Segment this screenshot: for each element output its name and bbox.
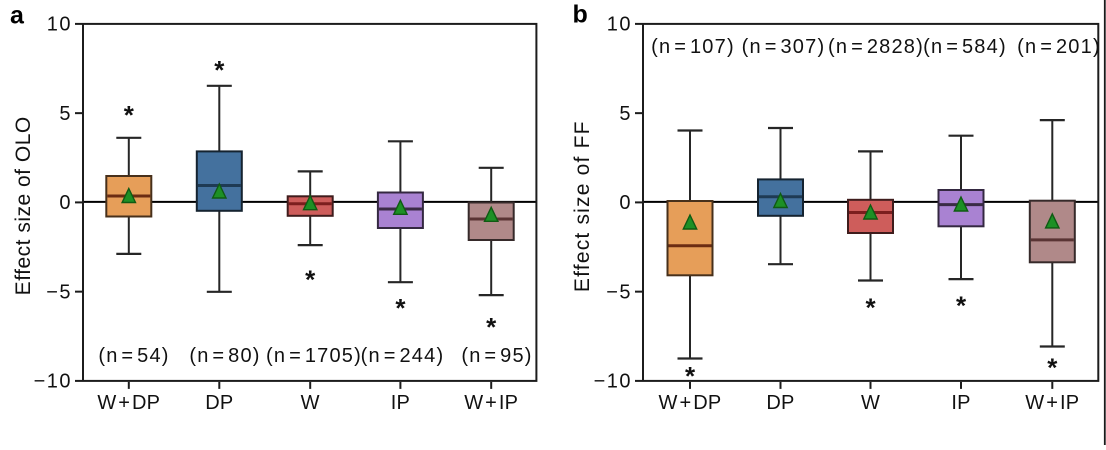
svg-text:W + IP: W + IP bbox=[1025, 392, 1079, 414]
svg-text:(n = 2828): (n = 2828) bbox=[828, 36, 924, 58]
svg-text:DP: DP bbox=[205, 392, 233, 414]
svg-text:0: 0 bbox=[619, 192, 632, 214]
svg-text:*: * bbox=[124, 100, 135, 130]
svg-text:IP: IP bbox=[391, 392, 410, 414]
svg-text:(n = 584): (n = 584) bbox=[923, 36, 1007, 58]
svg-text:DP: DP bbox=[766, 392, 794, 414]
svg-text:5: 5 bbox=[619, 103, 632, 125]
svg-text:*: * bbox=[305, 265, 316, 295]
svg-text:b: b bbox=[573, 0, 588, 28]
svg-text:(n = 95): (n = 95) bbox=[461, 345, 532, 367]
svg-text:*: * bbox=[685, 361, 696, 391]
svg-text:(n = 1705): (n = 1705) bbox=[266, 345, 362, 367]
svg-text:(n = 107): (n = 107) bbox=[651, 36, 735, 58]
svg-text:−5: −5 bbox=[606, 281, 632, 303]
svg-text:Effect size of FF: Effect size of FF bbox=[571, 120, 594, 292]
svg-text:*: * bbox=[956, 291, 967, 321]
svg-text:W: W bbox=[301, 392, 320, 414]
svg-text:Effect size of OLO: Effect size of OLO bbox=[12, 116, 35, 295]
svg-text:−10: −10 bbox=[594, 371, 632, 393]
svg-text:(n = 244): (n = 244) bbox=[361, 345, 445, 367]
svg-text:10: 10 bbox=[47, 14, 72, 36]
svg-text:(n = 201): (n = 201) bbox=[1017, 36, 1101, 58]
svg-text:W: W bbox=[861, 392, 880, 414]
svg-text:−10: −10 bbox=[34, 371, 72, 393]
svg-text:W + IP: W + IP bbox=[464, 392, 518, 414]
svg-text:0: 0 bbox=[59, 192, 72, 214]
svg-text:a: a bbox=[10, 2, 25, 30]
svg-text:(n = 307): (n = 307) bbox=[742, 36, 826, 58]
svg-text:*: * bbox=[1047, 353, 1058, 383]
svg-text:*: * bbox=[865, 293, 876, 323]
svg-text:5: 5 bbox=[59, 103, 72, 125]
svg-text:IP: IP bbox=[951, 392, 970, 414]
svg-text:W + DP: W + DP bbox=[97, 392, 160, 414]
svg-text:−5: −5 bbox=[46, 281, 72, 303]
svg-text:*: * bbox=[214, 55, 225, 85]
svg-text:10: 10 bbox=[607, 14, 632, 36]
svg-text:W + DP: W + DP bbox=[659, 392, 722, 414]
svg-text:(n = 54): (n = 54) bbox=[98, 345, 169, 367]
svg-text:(n = 80): (n = 80) bbox=[189, 345, 260, 367]
svg-text:*: * bbox=[395, 293, 406, 323]
svg-text:*: * bbox=[486, 312, 497, 342]
